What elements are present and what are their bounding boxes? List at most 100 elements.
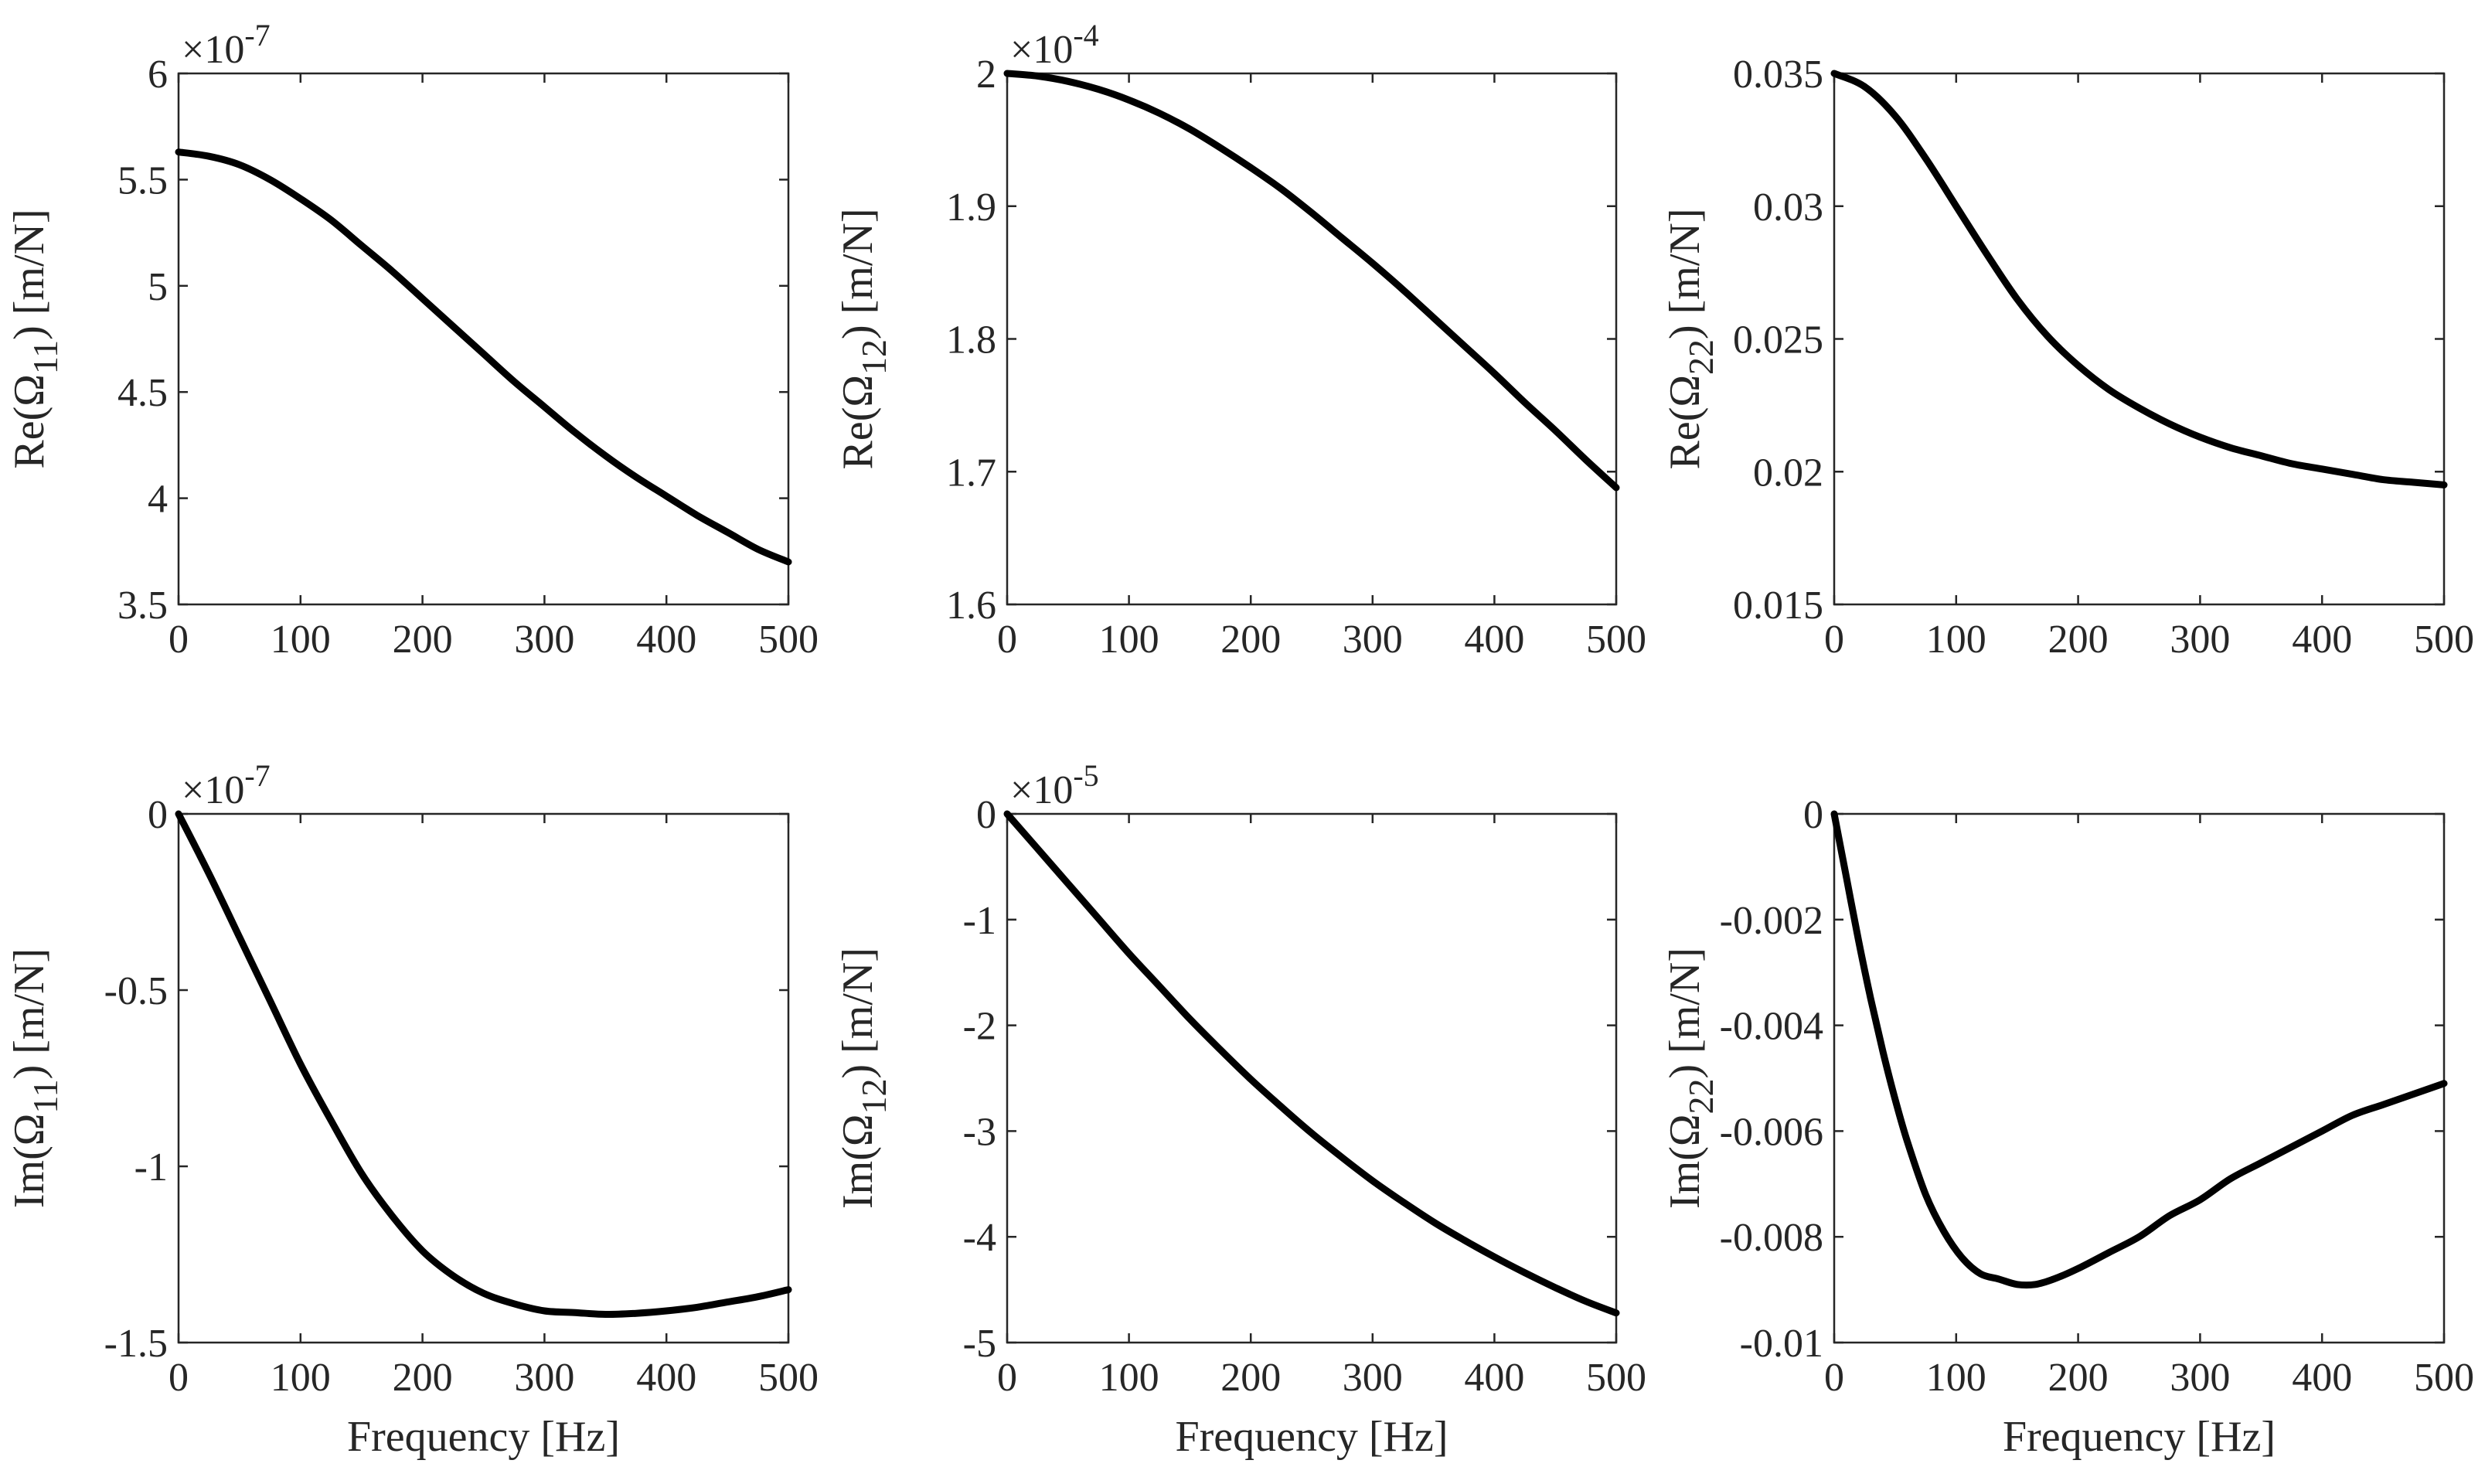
plot-frame (1833, 72, 2446, 606)
x-tick-label: 400 (1464, 618, 1524, 662)
y-tick-label: 0.035 (1733, 53, 1823, 97)
y-tick-label: 1.9 (946, 186, 996, 230)
x-tick-label: 300 (2170, 1356, 2230, 1400)
x-tick-label: 400 (2292, 618, 2352, 662)
y-tick-label: -0.01 (1740, 1322, 1823, 1366)
y-tick-label: 5.5 (117, 158, 168, 203)
x-tick-label: 300 (1343, 1356, 1403, 1400)
x-tick-label: 0 (169, 1356, 189, 1400)
subplot-re12: 0 100 200 300 400 500 1.6 1.7 1.8 1.9 2 ×10-4 Re(Ω12… (834, 18, 1646, 662)
y-tick-label: -0.006 (1720, 1110, 1823, 1154)
y-axis-label: Re(Ω11) [m/N] (5, 209, 65, 468)
x-axis-label: Frequency [Hz] (347, 1413, 620, 1461)
plot-frame (1006, 72, 1618, 606)
x-tick-label: 200 (2048, 618, 2109, 662)
x-tick-label: 0 (997, 1356, 1017, 1400)
x-axis-label: Frequency [Hz] (2003, 1413, 2276, 1461)
subplot-im22: 0 100 200 300 400 500 -0.01 -0.008 -0.006 -0.004 -… (1661, 793, 2474, 1461)
y-tick-label: 6 (148, 53, 168, 97)
y-tick-label: -1 (134, 1145, 168, 1190)
y-tick-label: 0.025 (1733, 318, 1823, 362)
x-tick-label: 400 (636, 1356, 696, 1400)
y-axis-label: Re(Ω22) [m/N] (1661, 209, 1721, 470)
x-tick-label: 100 (1099, 1356, 1159, 1400)
y-tick-label: -0.004 (1720, 1005, 1823, 1049)
x-tick-label: 200 (393, 1356, 453, 1400)
y-tick-label: 0.02 (1753, 451, 1823, 495)
y-tick-label: 0 (148, 793, 168, 837)
y-axis-label: Im(Ω22) [m/N] (1661, 948, 1721, 1209)
x-tick-label: 500 (758, 618, 819, 662)
subplot-re22: 0 100 200 300 400 500 0.015 0.02 0.025 0.03 0.035 R… (1661, 53, 2474, 662)
plot-frame (177, 72, 790, 606)
x-axis-label: Frequency [Hz] (1176, 1413, 1448, 1461)
plot-frame (1006, 812, 1618, 1344)
y-tick-label: -0.002 (1720, 899, 1823, 943)
x-tick-label: 500 (2414, 1356, 2474, 1400)
axis-multiplier: ×10-4 (1010, 18, 1099, 72)
x-tick-label: 400 (2292, 1356, 2352, 1400)
x-tick-label: 100 (1926, 1356, 1986, 1400)
y-tick-label: 4 (148, 478, 168, 522)
y-tick-label: -0.008 (1720, 1216, 1823, 1260)
y-tick-label: 4.5 (117, 371, 168, 415)
x-tick-label: 400 (1464, 1356, 1524, 1400)
series-line-im12 (1003, 810, 1620, 1317)
x-tick-label: 100 (271, 618, 331, 662)
y-tick-label: 1.6 (946, 584, 996, 628)
y-tick-label: 0.015 (1733, 584, 1823, 628)
x-tick-label: 200 (393, 618, 453, 662)
subplot-re11: 0 100 200 300 400 500 3.5 4 4.5 5 5.5 6 ×10-7 Re(Ω11)… (5, 18, 819, 662)
subplot-im11: 0 100 200 300 400 500 -1.5 -1 -0.5 0 ×10-7 Im(Ω11) … (5, 758, 819, 1461)
x-tick-label: 500 (2414, 618, 2474, 662)
x-tick-label: 500 (1586, 1356, 1646, 1400)
y-axis-label: Im(Ω12) [m/N] (834, 948, 894, 1209)
series-line-im11 (175, 810, 792, 1319)
x-tick-label: 100 (1926, 618, 1986, 662)
series-line-re11 (175, 148, 792, 566)
series-line-re12 (1003, 70, 1620, 492)
x-tick-label: 200 (1220, 618, 1281, 662)
x-tick-label: 500 (1586, 618, 1646, 662)
y-axis-label: Re(Ω12) [m/N] (834, 209, 894, 470)
x-tick-label: 300 (2170, 618, 2230, 662)
x-tick-label: 0 (1824, 1356, 1844, 1400)
series-line-im22 (1830, 810, 2448, 1289)
x-tick-label: 200 (2048, 1356, 2109, 1400)
subplot-im12: 0 100 200 300 400 500 -5 -4 -3 -2 -1 0 ×10-5 Im(Ω12) … (834, 758, 1646, 1461)
x-tick-label: 400 (636, 618, 696, 662)
y-tick-label: 2 (976, 53, 996, 97)
x-tick-label: 0 (169, 618, 189, 662)
x-tick-label: 200 (1220, 1356, 1281, 1400)
y-tick-label: 3.5 (117, 584, 168, 628)
y-tick-label: 1.8 (946, 318, 996, 362)
plot-frame (177, 812, 790, 1344)
y-axis-label: Im(Ω11) [m/N] (5, 948, 65, 1208)
axis-multiplier: ×10-5 (1010, 758, 1099, 812)
series-line-re22 (1830, 70, 2448, 488)
y-tick-label: 0.03 (1753, 186, 1823, 230)
x-tick-label: 0 (1824, 618, 1844, 662)
y-tick-label: 1.7 (946, 451, 996, 495)
y-tick-label: -5 (963, 1322, 996, 1366)
y-tick-label: -1.5 (104, 1322, 168, 1366)
x-tick-label: 300 (1343, 618, 1403, 662)
plot-frame (1833, 812, 2446, 1344)
y-tick-label: 0 (1803, 793, 1823, 837)
y-tick-label: 0 (976, 793, 996, 837)
y-tick-label: -2 (963, 1005, 996, 1049)
x-tick-label: 300 (514, 618, 574, 662)
x-tick-label: 300 (514, 1356, 574, 1400)
x-tick-label: 0 (997, 618, 1017, 662)
x-tick-label: 500 (758, 1356, 819, 1400)
y-tick-label: -4 (963, 1216, 996, 1260)
x-tick-label: 100 (1099, 618, 1159, 662)
y-tick-label: -0.5 (104, 969, 168, 1013)
y-tick-label: -3 (963, 1110, 996, 1154)
y-tick-label: -1 (963, 899, 996, 943)
axis-multiplier: ×10-7 (182, 758, 271, 812)
axis-multiplier: ×10-7 (182, 18, 271, 72)
y-tick-label: 5 (148, 265, 168, 309)
x-tick-label: 100 (271, 1356, 331, 1400)
